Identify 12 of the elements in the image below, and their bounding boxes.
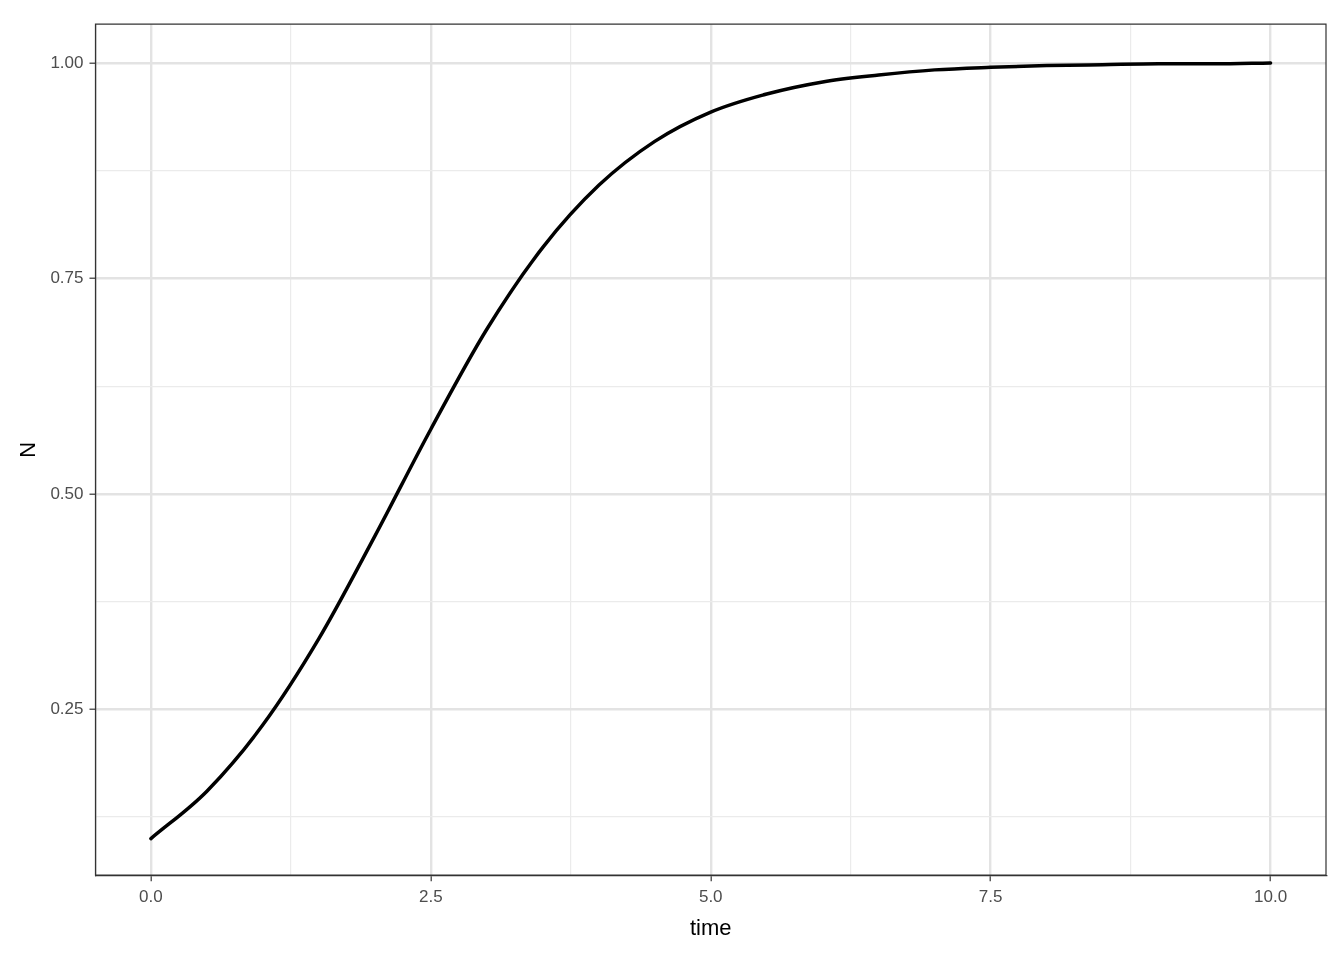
x-tick-label: 5.0 <box>698 887 723 907</box>
y-tick-label: 0.25 <box>50 699 84 718</box>
y-axis-title: N <box>15 441 41 458</box>
x-tick-label: 7.5 <box>978 887 1003 907</box>
y-tick-label: 1.00 <box>50 52 84 72</box>
y-tick-label: 0.75 <box>50 268 84 288</box>
x-tick-label: 10.0 <box>1254 887 1288 907</box>
line-series <box>149 61 1273 841</box>
y-tick-label: 0.50 <box>50 483 84 503</box>
x-tick-label: 2.5 <box>419 887 443 907</box>
x-axis-title: time <box>689 914 732 940</box>
x-tick-label: 0.0 <box>139 887 163 907</box>
